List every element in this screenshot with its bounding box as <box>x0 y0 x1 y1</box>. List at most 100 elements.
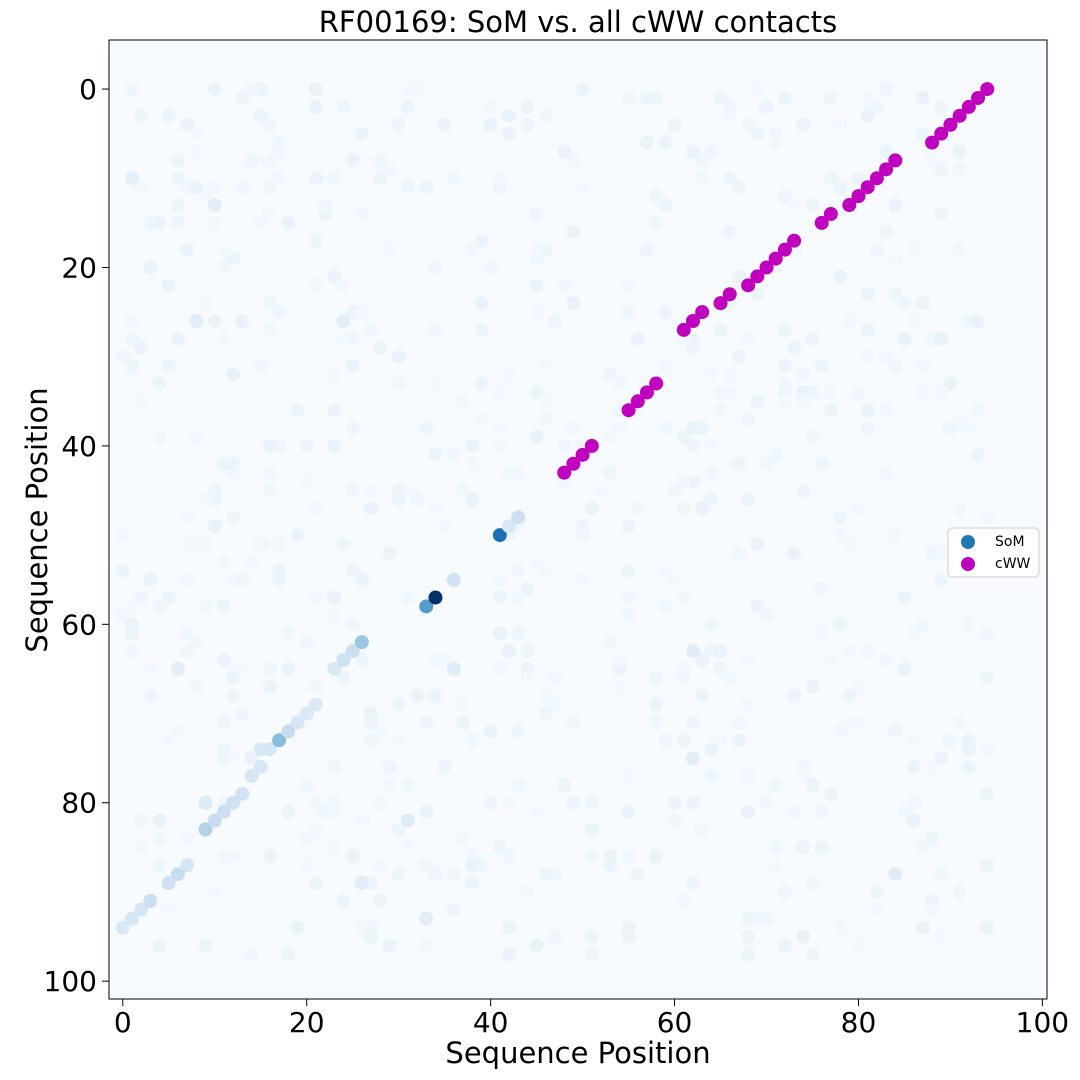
background-contact-point <box>814 581 829 596</box>
background-contact-point <box>833 920 848 935</box>
background-contact-point <box>814 804 829 819</box>
background-contact-point <box>382 162 397 177</box>
cww-point <box>823 206 838 221</box>
background-contact-point <box>226 456 241 471</box>
background-contact-point <box>216 260 231 275</box>
background-contact-point <box>603 849 618 864</box>
background-contact-point <box>750 599 765 614</box>
background-contact-point <box>741 929 756 944</box>
cww-point <box>639 385 654 400</box>
background-contact-point <box>189 635 204 650</box>
background-contact-point <box>805 777 820 792</box>
background-contact-point <box>925 760 940 775</box>
background-contact-point <box>492 171 507 186</box>
som-point <box>419 599 434 614</box>
background-contact-point <box>842 688 857 703</box>
background-contact-point <box>465 492 480 507</box>
background-contact-point <box>961 742 976 757</box>
background-contact-point <box>879 349 894 364</box>
background-contact-point <box>492 840 507 855</box>
background-contact-point <box>980 858 995 873</box>
background-contact-point <box>557 278 572 293</box>
background-contact-point <box>741 492 756 507</box>
background-contact-point <box>833 117 848 132</box>
background-contact-point <box>299 635 314 650</box>
som-point <box>354 635 369 650</box>
background-contact-point <box>262 153 277 168</box>
background-contact-point <box>354 572 369 587</box>
background-contact-point <box>529 305 544 320</box>
background-contact-point <box>391 822 406 837</box>
background-contact-point <box>566 224 581 239</box>
som-point <box>198 822 213 837</box>
background-contact-point <box>170 724 185 739</box>
som-point <box>308 697 323 712</box>
background-contact-point <box>345 617 360 632</box>
background-contact-point <box>879 144 894 159</box>
som-point <box>244 768 259 783</box>
background-contact-point <box>952 884 967 899</box>
som-point <box>161 876 176 891</box>
background-contact-point <box>134 813 149 828</box>
background-contact-point <box>207 314 222 329</box>
background-contact-point <box>161 278 176 293</box>
background-contact-point <box>814 456 829 471</box>
cww-point <box>557 465 572 480</box>
background-contact-point <box>373 171 388 186</box>
background-contact-point <box>649 849 664 864</box>
background-contact-point <box>722 367 737 382</box>
background-contact-point <box>143 260 158 275</box>
background-contact-point <box>658 599 673 614</box>
background-contact-point <box>235 661 250 676</box>
background-contact-point <box>262 296 277 311</box>
background-contact-point <box>244 947 259 962</box>
background-contact-point <box>253 215 268 230</box>
background-contact-point <box>437 653 452 668</box>
background-contact-point <box>216 849 231 864</box>
background-contact-point <box>731 349 746 364</box>
background-contact-point <box>152 938 167 953</box>
background-contact-point <box>419 421 434 436</box>
cww-series <box>557 82 995 480</box>
background-contact-point <box>391 376 406 391</box>
background-contact-point <box>548 670 563 685</box>
background-contact-point <box>474 296 489 311</box>
background-contact-point <box>777 884 792 899</box>
background-contact-point <box>327 590 342 605</box>
background-contact-point <box>796 768 811 783</box>
background-contact-point <box>124 314 139 329</box>
background-contact-point <box>391 867 406 882</box>
background-contact-point <box>327 367 342 382</box>
background-contact-point <box>676 474 691 489</box>
background-contact-point <box>492 572 507 587</box>
background-contact-point <box>511 590 526 605</box>
background-contact-point <box>428 688 443 703</box>
background-contact-point <box>603 635 618 650</box>
background-contact-point <box>456 831 471 846</box>
background-contact-point <box>584 929 599 944</box>
background-contact-point <box>511 563 526 578</box>
background-contact-point <box>750 537 765 552</box>
background-contact-point <box>575 82 590 97</box>
background-contact-point <box>584 501 599 516</box>
background-contact-point <box>952 501 967 516</box>
background-contact-point <box>649 715 664 730</box>
background-contact-point <box>134 590 149 605</box>
cww-point <box>925 135 940 150</box>
background-contact-point <box>704 492 719 507</box>
background-contact-point <box>961 421 976 436</box>
background-contact-point <box>621 920 636 935</box>
background-contact-point <box>308 99 323 114</box>
background-contact-point <box>465 438 480 453</box>
background-contact-point <box>612 421 627 436</box>
background-contact-point <box>152 429 167 444</box>
background-contact-point <box>741 412 756 427</box>
background-contact-point <box>134 840 149 855</box>
background-contact-point <box>548 697 563 712</box>
background-contact-point <box>207 519 222 534</box>
background-contact-point <box>805 429 820 444</box>
background-contact-point <box>860 90 875 105</box>
background-contact-point <box>906 760 921 775</box>
background-contact-point <box>364 929 379 944</box>
background-contact-point <box>308 278 323 293</box>
